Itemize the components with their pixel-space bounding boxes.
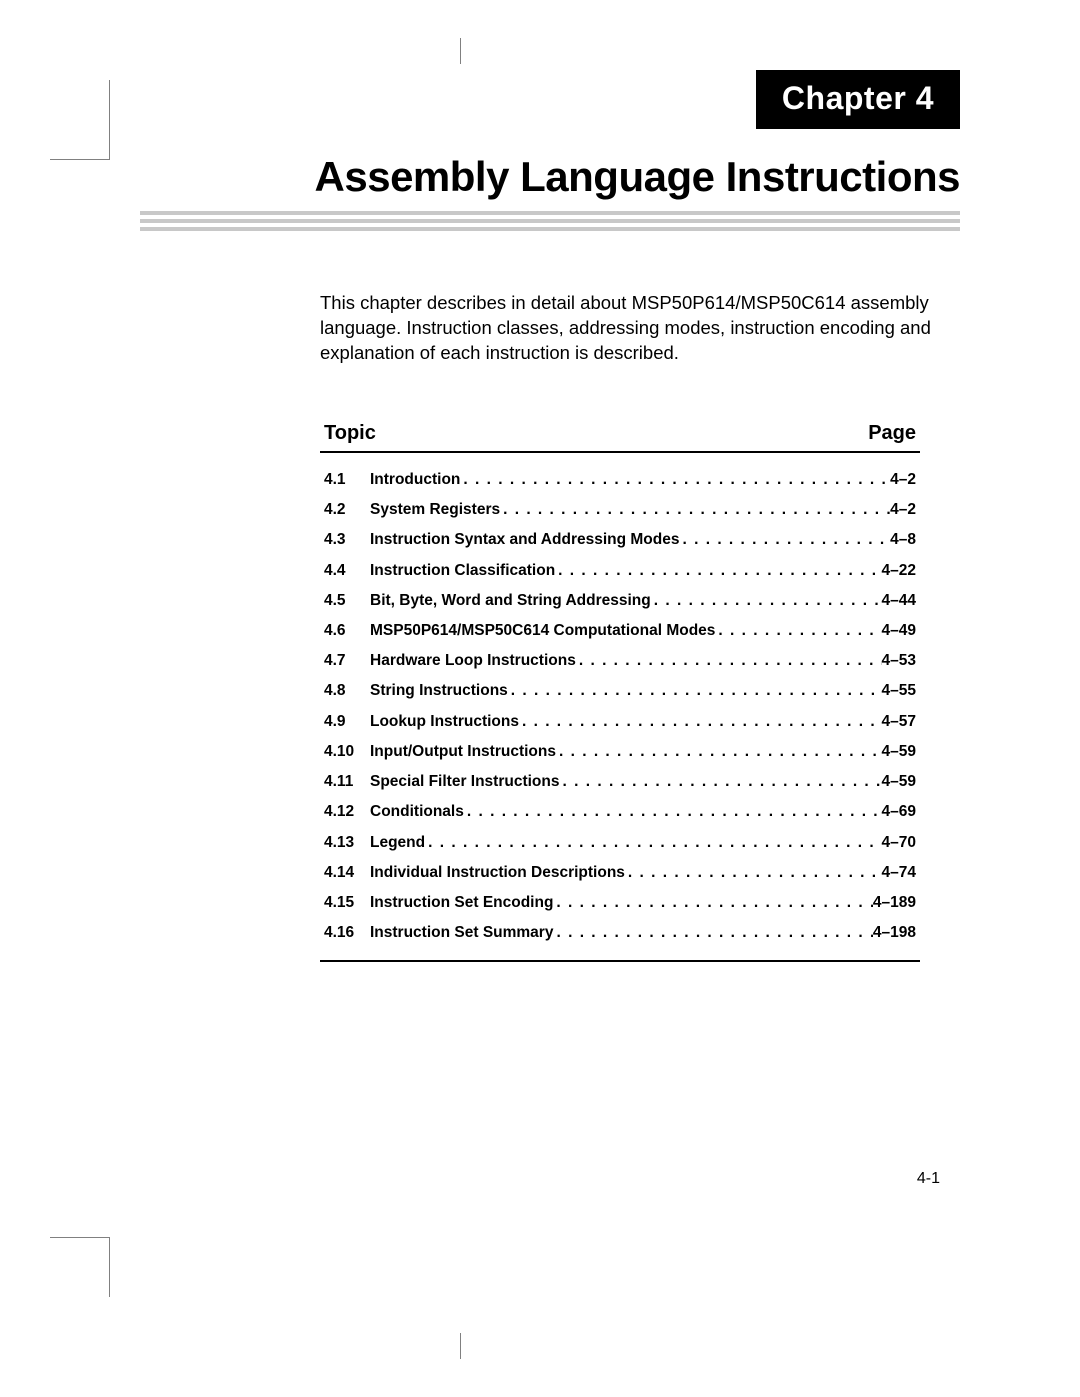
chapter-badge: Chapter 4	[756, 70, 960, 129]
toc-leader-dots: . . . . . . . . . . . . . . . . . . . . …	[625, 858, 882, 888]
toc-row: 4.1Introduction . . . . . . . . . . . . …	[324, 465, 916, 495]
toc-page-number: 4–59	[882, 737, 916, 767]
toc-row: 4.2System Registers . . . . . . . . . . …	[324, 495, 916, 525]
toc-topic: Special Filter Instructions	[370, 767, 560, 797]
toc-page-number: 4–74	[882, 858, 916, 888]
toc-section-number: 4.12	[324, 797, 370, 827]
toc-section-number: 4.15	[324, 888, 370, 918]
toc-header-row: Topic Page	[320, 422, 920, 451]
toc-section-number: 4.10	[324, 737, 370, 767]
toc-topic: Input/Output Instructions	[370, 737, 556, 767]
toc-page-number: 4–49	[882, 616, 916, 646]
toc-page-number: 4–8	[890, 525, 916, 555]
page-content: Chapter 4 Assembly Language Instructions…	[140, 70, 960, 962]
toc-topic: Individual Instruction Descriptions	[370, 858, 625, 888]
toc-container: Topic Page 4.1Introduction . . . . . . .…	[320, 422, 920, 963]
toc-leader-dots: . . . . . . . . . . . . . . . . . . . . …	[576, 646, 882, 676]
toc-page-number: 4–198	[873, 918, 916, 948]
toc-leader-dots: . . . . . . . . . . . . . . . . . . . . …	[560, 767, 882, 797]
page-title: Assembly Language Instructions	[140, 153, 960, 201]
crop-mark-bottom-left	[50, 1237, 110, 1297]
toc-page-number: 4–70	[882, 828, 916, 858]
toc-topic: Lookup Instructions	[370, 707, 519, 737]
toc-page-number: 4–2	[890, 465, 916, 495]
toc-section-number: 4.16	[324, 918, 370, 948]
toc-topic: Instruction Syntax and Addressing Modes	[370, 525, 679, 555]
toc-leader-dots: . . . . . . . . . . . . . . . . . . . . …	[679, 525, 890, 555]
intro-paragraph: This chapter describes in detail about M…	[320, 291, 960, 366]
toc-page-number: 4–22	[882, 556, 916, 586]
toc-topic: System Registers	[370, 495, 500, 525]
toc-section-number: 4.11	[324, 767, 370, 797]
toc-row: 4.3Instruction Syntax and Addressing Mod…	[324, 525, 916, 555]
toc-row: 4.11Special Filter Instructions . . . . …	[324, 767, 916, 797]
toc-leader-dots: . . . . . . . . . . . . . . . . . . . . …	[425, 828, 881, 858]
toc-leader-dots: . . . . . . . . . . . . . . . . . . . . …	[715, 616, 881, 646]
toc-leader-dots: . . . . . . . . . . . . . . . . . . . . …	[500, 495, 890, 525]
toc-topic: Instruction Classification	[370, 556, 555, 586]
toc-topic: Bit, Byte, Word and String Addressing	[370, 586, 651, 616]
toc-leader-dots: . . . . . . . . . . . . . . . . . . . . …	[651, 586, 882, 616]
toc-section-number: 4.6	[324, 616, 370, 646]
toc-section-number: 4.3	[324, 525, 370, 555]
toc-leader-dots: . . . . . . . . . . . . . . . . . . . . …	[555, 556, 881, 586]
toc-header-page: Page	[868, 422, 916, 445]
toc-row: 4.12Conditionals . . . . . . . . . . . .…	[324, 797, 916, 827]
toc-leader-dots: . . . . . . . . . . . . . . . . . . . . …	[553, 918, 872, 948]
toc-page-number: 4–44	[882, 586, 916, 616]
toc-row: 4.5Bit, Byte, Word and String Addressing…	[324, 586, 916, 616]
toc-page-number: 4–69	[882, 797, 916, 827]
decorative-stripes	[140, 211, 960, 231]
toc-section-number: 4.7	[324, 646, 370, 676]
toc-topic: String Instructions	[370, 676, 508, 706]
toc-topic: Instruction Set Encoding	[370, 888, 553, 918]
toc-page-number: 4–55	[882, 676, 916, 706]
toc-header-topic: Topic	[324, 422, 376, 445]
toc-row: 4.6MSP50P614/MSP50C614 Computational Mod…	[324, 616, 916, 646]
toc-row: 4.13Legend . . . . . . . . . . . . . . .…	[324, 828, 916, 858]
toc-page-number: 4–53	[882, 646, 916, 676]
toc-row: 4.4Instruction Classification . . . . . …	[324, 556, 916, 586]
toc-section-number: 4.2	[324, 495, 370, 525]
toc-topic: Introduction	[370, 465, 460, 495]
toc-row: 4.10Input/Output Instructions . . . . . …	[324, 737, 916, 767]
toc-topic: Legend	[370, 828, 425, 858]
toc-section-number: 4.4	[324, 556, 370, 586]
toc-section-number: 4.14	[324, 858, 370, 888]
toc-topic: Instruction Set Summary	[370, 918, 553, 948]
toc-leader-dots: . . . . . . . . . . . . . . . . . . . . …	[508, 676, 882, 706]
toc-row: 4.15Instruction Set Encoding . . . . . .…	[324, 888, 916, 918]
toc-row: 4.16Instruction Set Summary . . . . . . …	[324, 918, 916, 948]
crop-mark-top-left	[50, 100, 110, 160]
toc-page-number: 4–189	[873, 888, 916, 918]
toc-topic: MSP50P614/MSP50C614 Computational Modes	[370, 616, 715, 646]
toc-leader-dots: . . . . . . . . . . . . . . . . . . . . …	[464, 797, 882, 827]
toc-leader-dots: . . . . . . . . . . . . . . . . . . . . …	[553, 888, 872, 918]
toc-section-number: 4.13	[324, 828, 370, 858]
footer-page-number: 4-1	[917, 1170, 940, 1188]
toc-row: 4.14Individual Instruction Descriptions …	[324, 858, 916, 888]
toc-page-number: 4–59	[882, 767, 916, 797]
toc-topic: Hardware Loop Instructions	[370, 646, 576, 676]
toc-section-number: 4.1	[324, 465, 370, 495]
toc-section-number: 4.5	[324, 586, 370, 616]
toc-topic: Conditionals	[370, 797, 464, 827]
toc-list: 4.1Introduction . . . . . . . . . . . . …	[320, 451, 920, 963]
toc-page-number: 4–57	[882, 707, 916, 737]
toc-section-number: 4.9	[324, 707, 370, 737]
toc-leader-dots: . . . . . . . . . . . . . . . . . . . . …	[460, 465, 890, 495]
toc-row: 4.7Hardware Loop Instructions . . . . . …	[324, 646, 916, 676]
toc-section-number: 4.8	[324, 676, 370, 706]
toc-leader-dots: . . . . . . . . . . . . . . . . . . . . …	[519, 707, 882, 737]
toc-leader-dots: . . . . . . . . . . . . . . . . . . . . …	[556, 737, 882, 767]
toc-row: 4.8String Instructions . . . . . . . . .…	[324, 676, 916, 706]
toc-row: 4.9Lookup Instructions . . . . . . . . .…	[324, 707, 916, 737]
toc-page-number: 4–2	[890, 495, 916, 525]
crop-tick-top	[460, 38, 461, 64]
crop-tick-bottom	[460, 1333, 461, 1359]
